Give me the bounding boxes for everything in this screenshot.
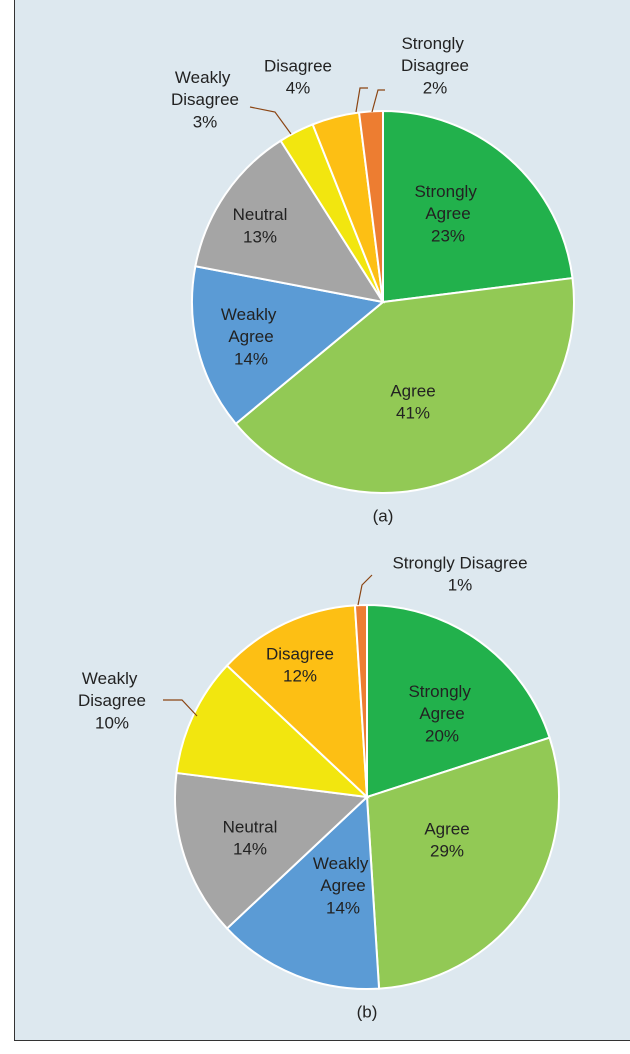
pie-slice (194, 139, 386, 304)
slice-label: Neutral (233, 205, 288, 224)
slice-label: Strongly Disagree (392, 553, 527, 572)
value-label: 41% (396, 403, 430, 422)
value-label: 4% (286, 78, 311, 97)
slice-label: Strongly Disagree (401, 34, 469, 75)
slice-label: Neutral (223, 817, 278, 836)
chart-title: (a) (373, 506, 394, 525)
leader-line (163, 699, 198, 717)
leader-line (371, 89, 385, 113)
pie-slice (382, 109, 574, 304)
pie-slice (234, 276, 575, 494)
slice-label: Disagree (264, 56, 332, 75)
value-label: 10% (95, 713, 129, 732)
slice-label: Weakly Agree (313, 854, 373, 895)
slice-label: Weakly Disagree (78, 669, 146, 710)
value-label: 29% (430, 841, 464, 860)
value-label: 23% (431, 226, 465, 245)
slice-label: Weakly Disagree (171, 68, 239, 109)
leader-line (355, 87, 368, 113)
value-label: 14% (233, 839, 267, 858)
pie-slice (357, 109, 384, 303)
pie-slice (191, 265, 386, 426)
pie-slice (225, 794, 381, 990)
pie-slice (225, 604, 369, 800)
leader-line (249, 106, 292, 135)
pie-slice (365, 736, 560, 990)
pie-slice (175, 664, 370, 799)
slice-label: Agree (390, 381, 435, 400)
value-label: 12% (283, 666, 317, 685)
slice-label: Agree (424, 819, 469, 838)
value-label: 14% (326, 898, 360, 917)
value-label: 13% (243, 227, 277, 246)
value-label: 2% (423, 78, 448, 97)
value-label: 3% (193, 112, 218, 131)
slice-label: Strongly Agree (408, 682, 475, 723)
chart-title: (b) (357, 1002, 378, 1021)
value-label: 20% (425, 726, 459, 745)
pie-slice (366, 603, 551, 799)
slice-label: Strongly Agree (414, 182, 481, 223)
leader-line (357, 574, 373, 606)
pie-slice (174, 771, 370, 930)
value-label: 1% (448, 575, 473, 594)
pie-slice (353, 603, 368, 798)
value-label: 14% (234, 349, 268, 368)
slice-label: Weakly Agree (221, 305, 281, 346)
slice-label: Disagree (266, 644, 334, 663)
